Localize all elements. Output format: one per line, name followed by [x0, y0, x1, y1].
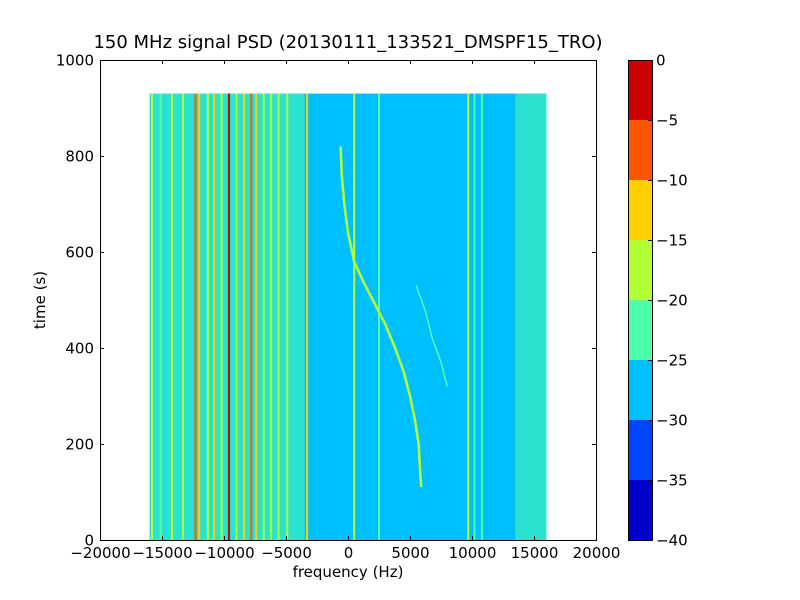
colorbar-segment — [628, 420, 652, 480]
x-tick-label: 0 — [344, 544, 354, 562]
colorbar-segment — [628, 120, 652, 180]
heatmap-area — [149, 93, 547, 540]
colorbar-segment — [628, 240, 652, 300]
colorbar-tick-label: −5 — [656, 112, 678, 130]
colorbar-tick-label: −30 — [656, 412, 688, 430]
colorbar-tick-label: −15 — [656, 232, 688, 250]
colorbar: −40 −35 −30 −25 −20 −15 −10 −5 0 — [628, 52, 688, 550]
x-tick-label: 10000 — [449, 544, 497, 562]
noise-band — [484, 93, 516, 540]
colorbar-segment — [628, 480, 652, 540]
doppler-trace — [339, 146, 423, 488]
y-tick-label: 1000 — [56, 52, 94, 70]
colorbar-segment — [628, 60, 652, 120]
y-axis: 0 200 400 600 800 1000 — [56, 52, 596, 550]
x-tick-label: −10000 — [194, 544, 254, 562]
colorbar-tick-label: −35 — [656, 472, 688, 490]
colorbar-tick-label: −10 — [656, 172, 688, 190]
colorbar-tick-label: 0 — [656, 52, 666, 70]
colorbar-segment — [628, 300, 652, 360]
y-tick-label: 800 — [65, 148, 94, 166]
y-tick-label: 200 — [65, 436, 94, 454]
x-tick-label: −15000 — [132, 544, 192, 562]
x-tick-label: 5000 — [391, 544, 429, 562]
colorbar-tick-label: −40 — [656, 532, 688, 550]
y-tick-label: 0 — [84, 532, 94, 550]
x-tick-label: −5000 — [261, 544, 312, 562]
x-tick-label: 20000 — [573, 544, 621, 562]
colorbar-frame — [628, 60, 653, 541]
x-axis: −20000 −15000 −10000 −5000 0 5000 10000 15000 20… — [70, 60, 620, 562]
chart-title: 150 MHz signal PSD (20130111_133521_DMSP… — [93, 32, 602, 53]
y-axis-title: time (s) — [31, 271, 49, 329]
colorbar-tick-label: −25 — [656, 352, 688, 370]
x-tick-label: −20000 — [70, 544, 130, 562]
colorbar-segment — [628, 360, 652, 420]
noise-band — [180, 93, 305, 540]
x-axis-title: frequency (Hz) — [293, 563, 404, 581]
faint-doppler-trace — [415, 285, 448, 387]
colorbar-segment — [628, 180, 652, 240]
colorbar-tick-label: −20 — [656, 292, 688, 310]
y-tick-label: 600 — [65, 244, 94, 262]
noise-band — [515, 93, 547, 540]
y-tick-label: 400 — [65, 340, 94, 358]
x-tick-label: 15000 — [511, 544, 559, 562]
